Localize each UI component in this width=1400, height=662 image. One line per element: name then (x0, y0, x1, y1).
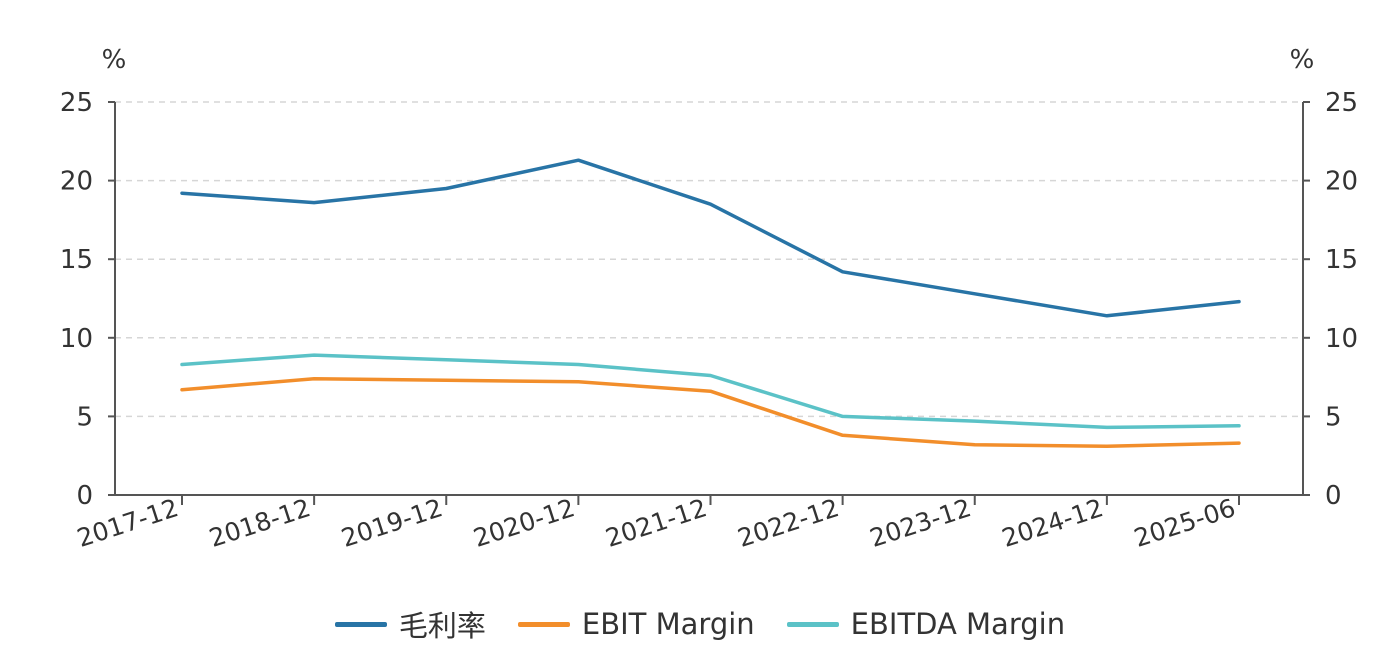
grid-lines (115, 101, 1303, 418)
legend: 毛利率 EBIT Margin EBITDA Margin (0, 598, 1400, 650)
x-tick-label: 2020-12 (470, 493, 578, 553)
x-tick-label: 2024-12 (998, 493, 1106, 553)
x-tick-label: 2018-12 (206, 493, 314, 553)
y-tick-label-left: 0 (76, 481, 93, 511)
y-ticks: 0 0 5 5 10 10 15 15 20 20 25 25 (60, 88, 1358, 511)
y-tick-label-left: 20 (60, 167, 93, 197)
legend-swatch-ebit-margin (517, 621, 570, 627)
legend-label-ebitda-margin: EBITDA Margin (850, 607, 1066, 641)
legend-swatch-ebitda-margin (786, 621, 839, 627)
series-line-1 (180, 158, 1241, 318)
y-tick-label-left: 5 (76, 402, 93, 432)
left-y-axis-unit: % (102, 45, 127, 75)
x-tick-label: 2025-06 (1131, 493, 1239, 553)
y-tick-label-right: 15 (1325, 245, 1358, 275)
x-tick-label: 2022-12 (734, 493, 842, 553)
x-ticks: 2017-12 2018-12 2019-12 2020-12 2021-12 2022-… (74, 493, 1240, 553)
y-tick-label-left: 25 (60, 88, 93, 118)
y-tick-label-right: 10 (1325, 324, 1358, 354)
x-tick-label: 2019-12 (338, 493, 446, 553)
legend-swatch-gross-margin (334, 621, 387, 627)
y-tick-label-left: 10 (60, 324, 93, 354)
axes (114, 102, 1304, 496)
y-tick-label-left: 15 (60, 245, 93, 275)
x-tick-label: 2021-12 (602, 493, 710, 553)
legend-item-ebit-margin[interactable]: EBIT Margin (517, 607, 755, 641)
y-tick-label-right: 5 (1325, 402, 1342, 432)
legend-label-ebit-margin: EBIT Margin (581, 607, 755, 641)
right-y-axis-unit: % (1290, 45, 1315, 75)
series-line-2 (180, 376, 1241, 449)
series-line-3 (180, 353, 1241, 430)
y-tick-label-right: 0 (1325, 481, 1342, 511)
legend-item-ebitda-margin[interactable]: EBITDA Margin (786, 607, 1066, 641)
legend-item-gross-margin[interactable]: 毛利率 (334, 603, 486, 645)
legend-label-gross-margin: 毛利率 (398, 609, 486, 643)
x-tick-label: 2023-12 (866, 493, 974, 553)
y-tick-label-right: 25 (1325, 88, 1358, 118)
series-lines (180, 158, 1241, 449)
y-tick-label-right: 20 (1325, 167, 1358, 197)
